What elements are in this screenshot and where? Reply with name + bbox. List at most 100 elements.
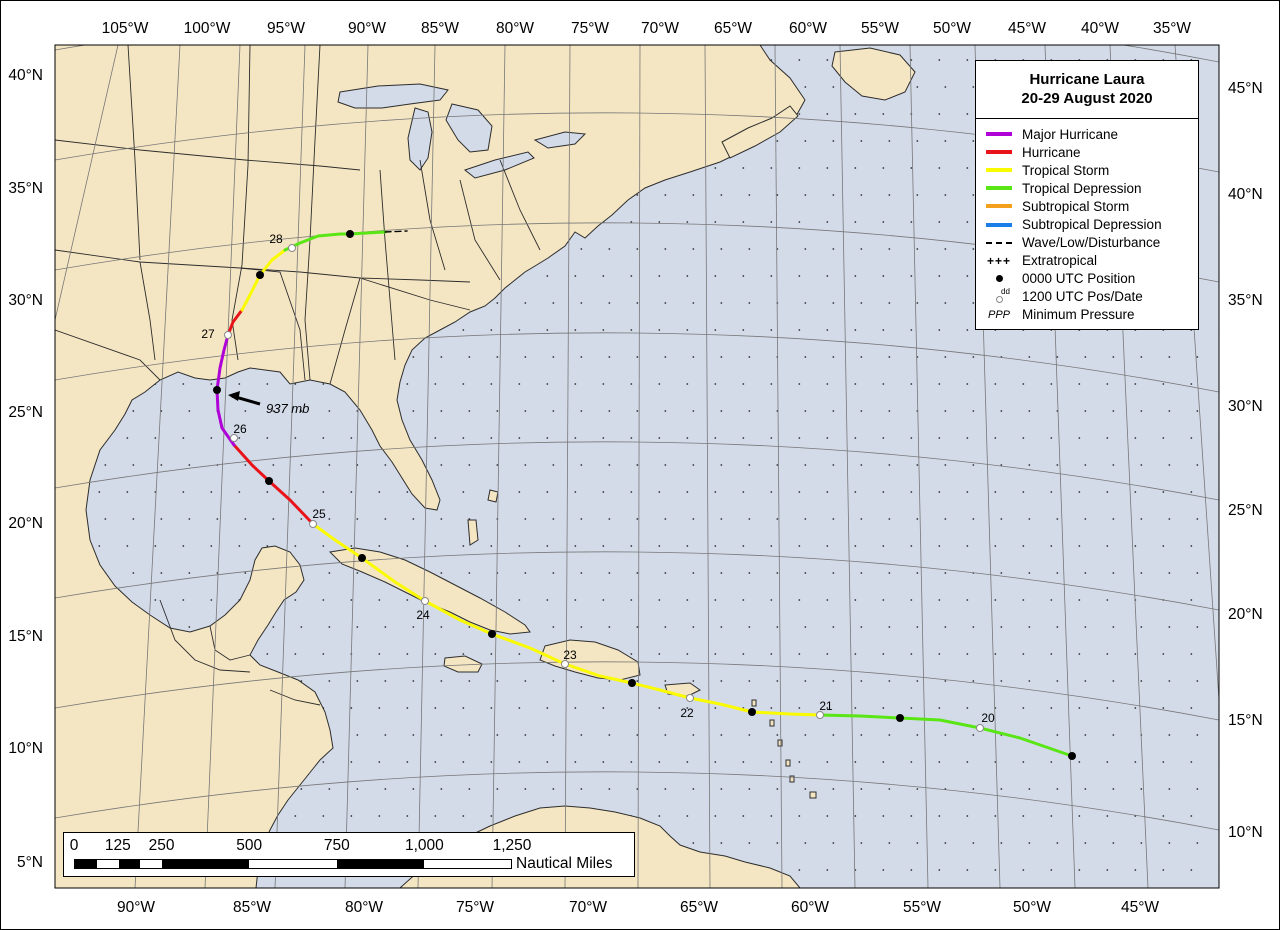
scale-unit: Nautical Miles — [516, 855, 613, 872]
land-bahamas-2 — [487, 489, 499, 503]
lat-label-right: 15°N — [1228, 712, 1263, 729]
map-title: Hurricane Laura — [1029, 71, 1145, 88]
legend-title-block: Hurricane Laura 20-29 August 2020 — [976, 61, 1198, 119]
scale-segment — [75, 860, 97, 868]
scale-label: 250 — [148, 837, 175, 854]
date-labels: 20 21 22 23 24 25 26 27 28 — [201, 232, 995, 725]
date-label: 26 — [233, 422, 247, 436]
position-1200-utc — [230, 434, 238, 442]
position-1200-utc — [224, 331, 232, 339]
legend-row: dd 1200 UTC Pos/Date — [976, 287, 1198, 306]
lat-label-right: 45°N — [1228, 80, 1263, 97]
lon-label-bottom: 55°W — [903, 899, 941, 916]
date-label: 25 — [312, 507, 326, 521]
lat-label-left: 5°N — [17, 854, 43, 871]
scale-segment — [140, 860, 163, 868]
date-label: 23 — [563, 648, 577, 662]
legend-row: Hurricane — [976, 143, 1198, 161]
legend-label: Wave/Low/Disturbance — [1022, 235, 1161, 251]
pressure-marker — [228, 391, 261, 406]
position-0000-utc — [358, 554, 366, 562]
legend-row: Subtropical Depression — [976, 215, 1198, 233]
lon-label-top: 50°W — [933, 20, 971, 37]
lon-label-top: 95°W — [267, 20, 305, 37]
scale-label: 1,250 — [492, 837, 532, 854]
lat-label-left: 25°N — [8, 404, 43, 421]
lon-label-bottom: 75°W — [456, 899, 494, 916]
lon-label-top: 60°W — [789, 20, 827, 37]
state-borders — [55, 45, 541, 706]
lake-ontario — [533, 131, 587, 149]
scale-segment — [249, 860, 337, 868]
legend-label: Minimum Pressure — [1022, 307, 1135, 323]
lon-label-top: 45°W — [1008, 20, 1046, 37]
land-newfoundland — [831, 47, 916, 101]
lake-superior — [337, 83, 449, 109]
legend-label: 0000 UTC Position — [1022, 271, 1136, 287]
legend-row: Major Hurricane — [976, 125, 1198, 143]
land-bahamas — [467, 519, 479, 546]
position-1200-utc — [686, 694, 694, 702]
lat-label-right: 35°N — [1228, 292, 1263, 309]
lon-label-top: 105°W — [102, 20, 149, 37]
position-0000-utc — [1068, 752, 1076, 760]
position-0000-utc — [488, 630, 496, 638]
track-hurricane-landfall — [226, 308, 244, 337]
lat-label-right: 10°N — [1228, 824, 1263, 841]
scale-label: 0 — [69, 837, 79, 854]
scale-segment — [118, 860, 141, 868]
legend-symbol: +++ — [986, 253, 1012, 268]
track-positions — [213, 230, 1076, 760]
position-0000-utc — [896, 714, 904, 722]
lat-label-left: 40°N — [8, 67, 43, 84]
scale-segment — [336, 860, 424, 868]
position-1200-utc — [816, 711, 824, 719]
track-wave — [384, 230, 408, 233]
scale-bar-box: 0 125 250 500 750 1,000 1,250 Nautical Miles — [63, 832, 635, 877]
legend-label: Tropical Depression — [1022, 180, 1142, 196]
legend-label: Extratropical — [1022, 253, 1098, 269]
date-label: 22 — [680, 706, 694, 720]
lon-label-bottom: 50°W — [1013, 899, 1051, 916]
legend-symbol — [976, 161, 1022, 179]
scale-segment — [162, 860, 250, 868]
lat-label-right: 20°N — [1228, 606, 1263, 623]
lon-label-bottom: 70°W — [569, 899, 607, 916]
legend-label: Subtropical Storm — [1022, 198, 1130, 214]
legend-label: Hurricane — [1022, 144, 1081, 160]
date-label: 21 — [819, 699, 833, 713]
lon-label-top: 35°W — [1153, 20, 1191, 37]
legend-symbol: PPP — [987, 308, 1010, 321]
lon-label-bottom: 90°W — [117, 899, 155, 916]
position-1200-utc — [421, 597, 429, 605]
legend-symbol — [976, 143, 1022, 161]
axis-labels: 40°N 35°N 30°N 25°N 20°N 15°N 10°N 5°N 45°N 40°N 3… — [8, 20, 1262, 916]
pressure-label: 937 mb — [266, 401, 309, 416]
lat-label-left: 20°N — [8, 515, 43, 532]
lake-erie — [463, 151, 535, 179]
legend-row: Tropical Depression — [976, 179, 1198, 197]
legend-symbol — [976, 234, 1022, 252]
legend-symbol — [976, 179, 1022, 197]
position-0000-utc — [256, 271, 264, 279]
legend-label: Subtropical Depression — [1022, 217, 1162, 233]
lon-label-bottom: 80°W — [345, 899, 383, 916]
land-nova-scotia — [721, 105, 799, 159]
scale-bar — [74, 859, 512, 869]
lon-label-bottom: 65°W — [680, 899, 718, 916]
lon-label-top: 80°W — [496, 20, 534, 37]
position-0000-utc — [346, 230, 354, 238]
legend-items: Major Hurricane Hurricane Tropical Storm Tr… — [976, 119, 1198, 324]
legend-row: Subtropical Storm — [976, 197, 1198, 215]
legend-row: 0000 UTC Position — [976, 270, 1198, 288]
land-hispaniola — [539, 639, 641, 681]
lon-label-bottom: 85°W — [233, 899, 271, 916]
legend-row: +++ Extratropical — [976, 252, 1198, 270]
legend-label: Tropical Storm — [1022, 162, 1110, 178]
scale-label: 750 — [323, 837, 350, 854]
position-1200-utc — [976, 724, 984, 732]
lon-label-bottom: 45°W — [1121, 899, 1159, 916]
position-0000-utc — [213, 386, 221, 394]
scale-segment — [96, 860, 119, 868]
lon-label-top: 40°W — [1081, 20, 1119, 37]
